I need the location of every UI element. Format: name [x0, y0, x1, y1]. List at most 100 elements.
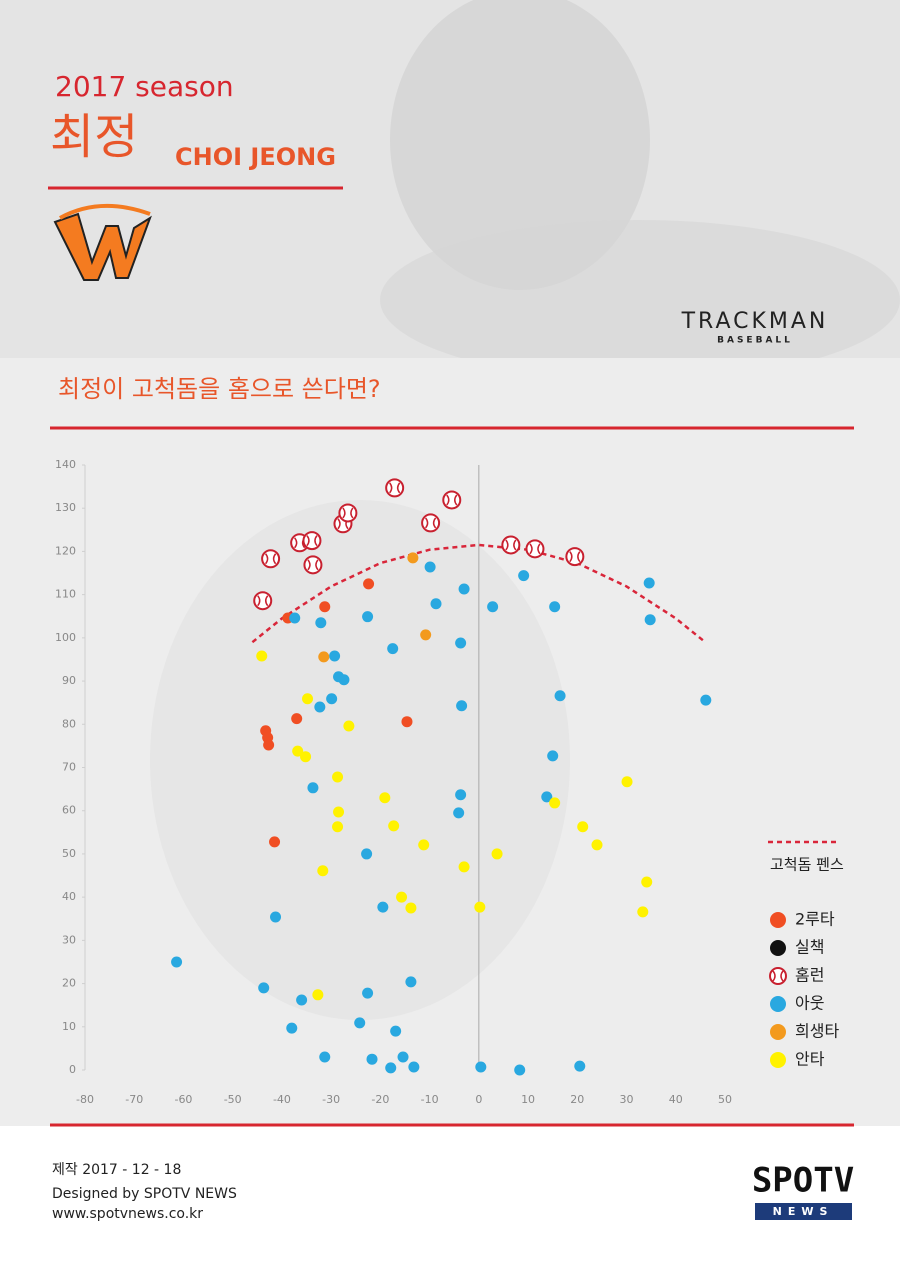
point — [474, 901, 486, 913]
footer-background — [0, 1126, 900, 1260]
point — [326, 693, 338, 705]
point — [644, 614, 656, 626]
brand-sub: BASEBALL — [717, 336, 793, 346]
point — [420, 629, 432, 641]
point — [385, 1062, 397, 1074]
home-run — [338, 503, 358, 523]
y-tick-label: 140 — [55, 458, 76, 471]
point — [455, 637, 467, 649]
point — [396, 891, 408, 903]
home-run-marker — [565, 547, 585, 567]
legend-marker — [770, 912, 786, 928]
home-run-marker — [302, 531, 322, 551]
y-tick-label: 120 — [55, 544, 76, 557]
point — [269, 836, 281, 848]
point — [291, 713, 303, 725]
point — [453, 807, 465, 819]
legend-marker — [770, 996, 786, 1012]
point — [315, 617, 327, 629]
point — [332, 821, 344, 833]
point — [641, 876, 653, 888]
point — [361, 848, 373, 860]
x-tick-label: -50 — [224, 1093, 242, 1106]
point — [286, 1022, 298, 1034]
point — [554, 690, 566, 702]
home-run — [501, 535, 521, 555]
home-run-marker — [303, 555, 323, 575]
point — [547, 750, 559, 762]
legend-label: 홈런 — [795, 966, 824, 985]
photo-silhouette — [390, 0, 650, 290]
home-run-marker — [338, 503, 358, 523]
point — [418, 839, 430, 851]
x-tick-label: -10 — [421, 1093, 439, 1106]
point — [405, 902, 417, 914]
player-name-ko: 최정 — [50, 109, 138, 165]
y-tick-label: 0 — [69, 1063, 76, 1076]
y-tick-label: 90 — [62, 674, 76, 687]
home-run-marker — [253, 591, 273, 611]
stitch — [307, 559, 319, 571]
y-tick-label: 20 — [62, 977, 76, 990]
point — [319, 1051, 331, 1063]
y-tick-label: 70 — [62, 761, 76, 774]
point — [424, 561, 436, 573]
logo-sub: NEWS — [773, 1205, 834, 1218]
y-tick-label: 50 — [62, 847, 76, 860]
x-tick-label: 30 — [620, 1093, 634, 1106]
photo-silhouette — [380, 220, 900, 380]
point — [329, 650, 341, 662]
point — [637, 906, 649, 918]
point — [518, 570, 530, 582]
stitch — [306, 535, 318, 547]
y-tick-label: 40 — [62, 890, 76, 903]
point — [700, 694, 712, 706]
point — [549, 797, 561, 809]
home-run-marker — [421, 513, 441, 533]
point — [388, 820, 400, 832]
point — [319, 601, 331, 613]
brand-main: TRACKMAN — [681, 309, 829, 334]
point — [332, 771, 344, 783]
home-run — [253, 591, 273, 611]
home-run — [385, 478, 405, 498]
point — [591, 839, 603, 851]
point — [643, 577, 655, 589]
point — [307, 782, 319, 794]
legend-marker — [770, 940, 786, 956]
home-run — [525, 539, 545, 559]
home-run-marker — [442, 490, 462, 510]
point — [354, 1017, 366, 1029]
legend-label: 안타 — [795, 1050, 825, 1069]
team-logo — [53, 204, 152, 281]
point — [362, 611, 374, 623]
point — [379, 792, 391, 804]
point — [377, 901, 389, 913]
point — [363, 578, 375, 590]
stitch — [505, 539, 517, 551]
footer-designer: Designed by SPOTV NEWS — [52, 1186, 237, 1202]
home-run-marker — [261, 549, 281, 569]
point — [270, 911, 282, 923]
point — [387, 643, 399, 655]
x-tick-label: 20 — [570, 1093, 584, 1106]
home-run — [442, 490, 462, 510]
footer-url: www.spotvnews.co.kr — [52, 1206, 203, 1222]
legend-marker — [770, 1052, 786, 1068]
y-tick-label: 130 — [55, 501, 76, 514]
point — [401, 716, 413, 728]
x-tick-label: -20 — [371, 1093, 389, 1106]
season: 2017 season — [55, 70, 234, 103]
legend-label: 아웃 — [795, 994, 824, 1013]
y-tick-label: 80 — [62, 717, 76, 730]
home-run-marker — [501, 535, 521, 555]
legend-label: 희생타 — [795, 1022, 839, 1041]
y-tick-label: 110 — [55, 588, 76, 601]
point — [362, 987, 374, 999]
stitch — [529, 543, 541, 555]
home-run-marker — [385, 478, 405, 498]
point — [475, 1061, 487, 1073]
legend-stitch — [772, 970, 784, 982]
legend-label: 고척돔 펜스 — [770, 856, 844, 874]
